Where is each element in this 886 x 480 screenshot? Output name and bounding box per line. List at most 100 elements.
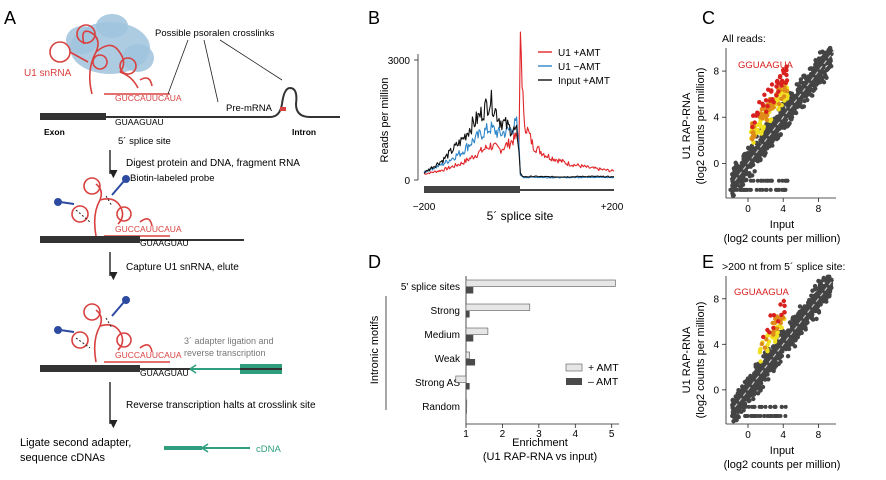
b-legend-u1-minus: U1 −AMT [558,62,601,73]
b-ylabel: Reads per million [379,78,391,163]
panel-c: C All reads: U1 RAP-RNA (log2 counts per… [681,8,840,245]
d-legend-plus: + AMT [588,362,619,374]
u1-snrna-label: U1 snRNA [24,68,72,79]
d-bar-minus [466,335,474,342]
b-series-line-2 [423,89,615,178]
u1-sequence: GUCCAUUCAUA [115,93,182,103]
cdna-label: cDNA [256,444,281,455]
d-category-label: Strong AS [415,378,460,389]
b-xtick-right: +200 [601,202,624,213]
b-ytick-0: 0 [404,176,410,187]
c-plot-ytick-label: 0 [713,159,719,170]
e-plot-xtick-label: 4 [780,430,786,441]
d-xlabel: Enrichment [512,437,568,449]
panel-d: D Intronic motifs 1 2 3 4 5 5' splice sites St… [368,252,619,463]
e-plot-points [730,274,834,424]
d-bar-plus [465,399,468,407]
d-xtick-label: 2 [500,429,506,440]
pre-mrna-label: Pre-mRNA [226,103,273,114]
b-exon-bar [424,186,520,193]
d-xtick-label: 1 [463,429,469,440]
d-category-label: Medium [424,330,460,341]
c-ylabel-sub: (log2 counts per million) [695,68,707,185]
d-bar-minus [466,311,470,318]
step-capture: Capture U1 snRNA, elute [126,262,239,273]
u1-snrna-structure-3 [71,303,170,363]
probe-icon [54,175,130,206]
c-xlabel: Input [770,219,794,231]
cdna-strand [164,443,250,453]
crosslink-pointer-lines [167,39,283,103]
c-xlabel-sub: (log2 counts per million) [724,233,841,245]
ligate-line-1: Ligate second adapter, [20,437,131,449]
u1-sequence-3: GUCCAUUCAUA [115,350,182,360]
pre-sequence-3: GUAAGUAU [140,368,189,378]
u1-sequence-2: GUCCAUUCAUA [115,224,182,234]
c-plot-diagonal [734,49,835,182]
intron-label: Intron [292,127,316,137]
panel-e: E >200 nt from 5´ splice site: U1 RAP-RN… [681,252,845,471]
b-xtick-left: −200 [413,202,436,213]
panel-a: A U1 snRNA GUCCAUUCAUA Possible psoralen… [4,8,340,464]
probe-icon-3 [54,296,130,334]
d-bar-minus [466,383,470,390]
adapter-strand [189,364,282,374]
d-bar-minus [466,359,476,366]
e-plot-ytick-label: 4 [713,340,719,351]
panel-label-a: A [4,8,16,28]
b-legend-input: Input +AMT [558,76,610,87]
step-halts: Reverse transcription halts at crosslink… [126,400,316,411]
c-plot-xtick-label: 0 [745,204,751,215]
d-bar-plus [465,303,531,311]
d-legend-minus: – AMT [588,376,619,388]
e-ylabel: U1 RAP-RNA [681,326,693,393]
d-category-label: 5' splice sites [401,282,460,293]
c-motif: GGUAAGUA [738,60,794,71]
d-xlabel-sub: (U1 RAP-RNA vs input) [483,451,597,463]
d-category-label: Strong [431,306,460,317]
c-plot-ytick-label: 8 [713,67,719,78]
adapter-label-1: 3´ adapter ligation and [184,336,274,346]
probe-label: Biotin-labeled probe [130,173,215,184]
u1-snrna-structure [49,24,170,95]
exon-block-2 [40,236,140,243]
exon-label: Exon [44,127,65,137]
d-category-label: Random [422,402,460,413]
d-category-label: Weak [435,354,461,365]
crosslinks-label: Possible psoralen crosslinks [155,28,275,39]
step-digest: Digest protein and DNA, fragment RNA [126,158,300,169]
e-ylabel-sub: (log2 counts per million) [695,302,707,419]
e-plot-xtick-label: 8 [816,430,822,441]
b-ytick-3000: 3000 [388,56,411,67]
b-legend-u1-plus: U1 +AMT [558,48,601,59]
c-title: All reads: [722,33,766,45]
e-plot-diagonal [734,277,835,408]
e-title: >200 nt from 5´ splice site: [722,261,845,273]
pre-mrna-strand [40,86,340,120]
ligate-line-2: sequence cDNAs [20,452,105,464]
d-xtick-label: 3 [536,429,542,440]
panel-b: B Reads per million 3000 0 −200 +200 5´ … [368,8,624,223]
exon-block-3 [40,365,140,372]
e-scatter: 0 4 8 0 4 8 [713,274,836,441]
d-bar-plus [455,375,467,383]
c-ylabel: U1 RAP-RNA [681,92,693,159]
b-series-lines [423,31,615,179]
c-scatter: 0 4 8 0 4 8 [713,45,836,215]
d-bar-plus [465,279,616,287]
c-plot-xtick-label: 4 [780,204,786,215]
c-plot-ytick-label: 4 [713,113,719,124]
e-xlabel-sub: (log2 counts per million) [724,459,841,471]
b-legend: U1 +AMT U1 −AMT Input +AMT [538,48,610,87]
d-bar-minus [466,287,474,294]
probe-dash-3 [75,317,113,349]
c-plot-xtick-label: 8 [816,204,822,215]
d-bar-plus [465,327,489,335]
panel-label-e: E [702,252,714,272]
e-plot-xtick-label: 0 [745,430,751,441]
u1-protein-complex [66,14,154,74]
d-xtick-label: 4 [573,429,579,440]
d-legend: + AMT – AMT [565,362,619,388]
c-plot-points [728,45,834,198]
